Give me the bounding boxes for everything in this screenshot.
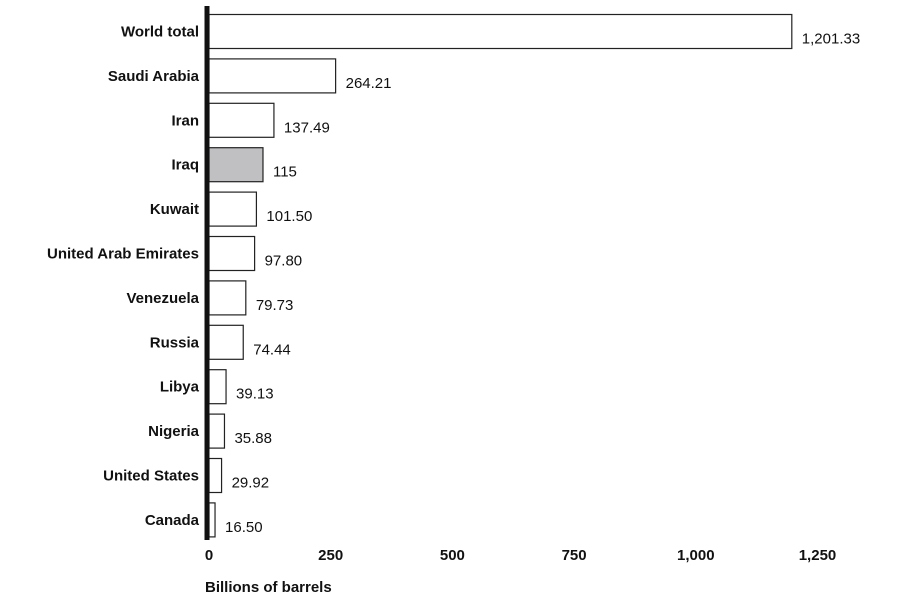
- value-labels: 1,201.33 264.21 137.49 115 101.50 97.80 79.73 7…: [225, 31, 860, 536]
- x-tick-label-1-250: 1,250: [799, 547, 837, 564]
- value-label-iraq: 115: [273, 164, 297, 181]
- category-label-libya: Libya: [160, 379, 200, 396]
- value-label-saudi-arabia: 264.21: [346, 75, 392, 92]
- value-label-nigeria: 35.88: [234, 430, 272, 447]
- category-labels: World total Saudi Arabia Iran Iraq Kuwait Uni…: [47, 24, 200, 529]
- x-tick-label-500: 500: [440, 547, 465, 564]
- bar-venezuela: [208, 280, 247, 316]
- category-label-saudi-arabia: Saudi Arabia: [108, 68, 200, 85]
- category-label-kuwait: Kuwait: [150, 201, 199, 218]
- bar-united-states: [208, 457, 223, 494]
- value-label-united-states: 29.92: [232, 475, 270, 492]
- category-label-russia: Russia: [150, 334, 200, 351]
- category-label-iran: Iran: [171, 112, 199, 129]
- bar-nigeria: [208, 413, 226, 449]
- value-label-world-total: 1,201.33: [802, 31, 860, 48]
- x-tick-label-750: 750: [562, 547, 587, 564]
- value-label-iran: 137.49: [284, 119, 330, 136]
- x-tick-labels: 0 250 500 750 1,000 1,250: [205, 547, 836, 564]
- bar-libya: [208, 369, 227, 405]
- bar-saudi-arabia: [208, 58, 337, 94]
- value-label-libya: 39.13: [236, 386, 274, 403]
- bar-united-arab-emirates: [208, 235, 256, 272]
- category-label-united-arab-emirates: United Arab Emirates: [47, 246, 199, 263]
- value-label-russia: 74.44: [253, 341, 291, 358]
- bar-kuwait: [208, 191, 258, 227]
- x-axis-title: Billions of barrels: [205, 579, 332, 596]
- category-label-world-total: World total: [121, 24, 199, 41]
- bar-canada: [208, 502, 216, 538]
- bar-russia: [208, 324, 244, 360]
- value-label-united-arab-emirates: 97.80: [265, 253, 303, 270]
- bar-iraq: [208, 147, 264, 183]
- category-label-iraq: Iraq: [171, 157, 199, 174]
- category-label-venezuela: Venezuela: [126, 290, 199, 307]
- x-tick-label-1-000: 1,000: [677, 547, 715, 564]
- value-label-canada: 16.50: [225, 519, 263, 536]
- x-tick-label-250: 250: [318, 547, 343, 564]
- bar-iran: [208, 102, 275, 138]
- bar-world-total: [208, 13, 793, 50]
- value-label-kuwait: 101.50: [266, 208, 312, 225]
- x-tick-label-0: 0: [205, 547, 213, 564]
- category-label-canada: Canada: [145, 512, 200, 529]
- bars-layer: [208, 13, 793, 538]
- category-label-united-states: United States: [103, 468, 199, 485]
- value-label-venezuela: 79.73: [256, 297, 294, 314]
- category-label-nigeria: Nigeria: [148, 423, 200, 440]
